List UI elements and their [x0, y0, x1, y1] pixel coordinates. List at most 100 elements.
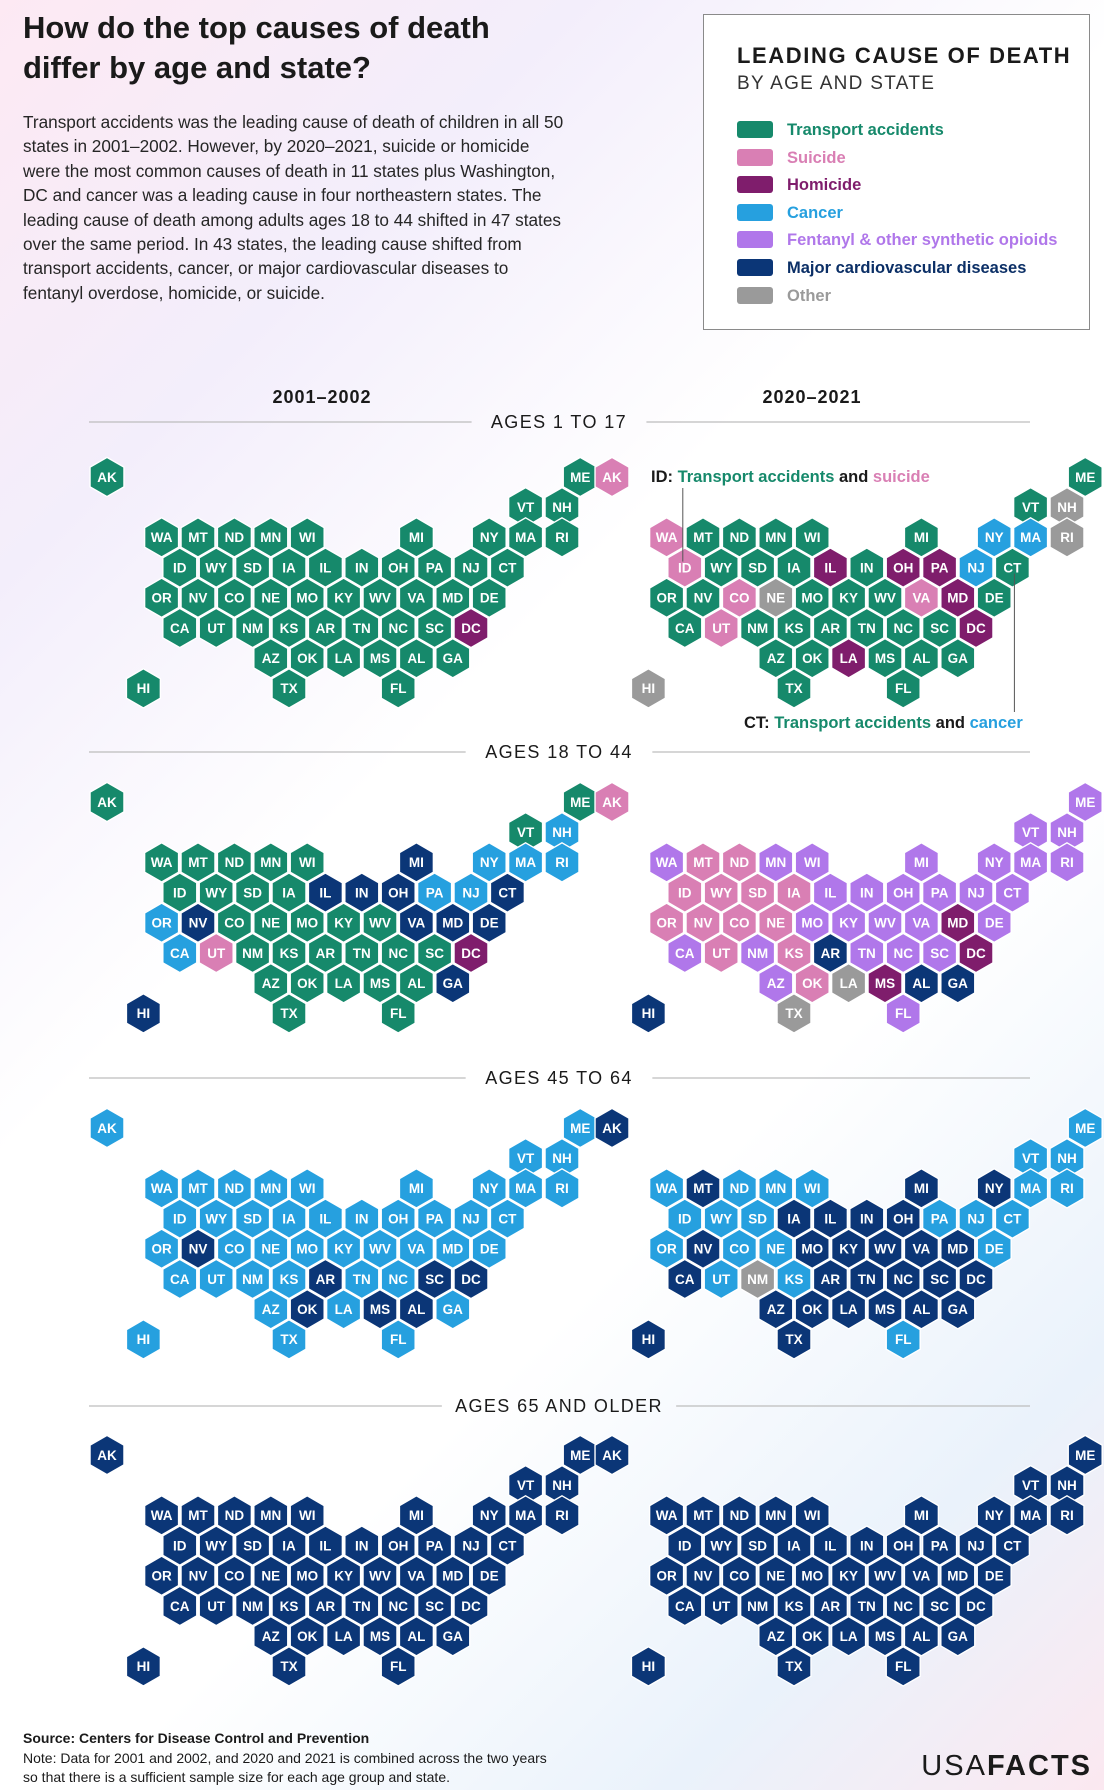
source-line: Source: Centers for Disease Control and …	[23, 1730, 370, 1746]
hex-cell	[667, 1198, 703, 1240]
hex-cell	[234, 932, 271, 974]
state-label: MI	[409, 530, 424, 545]
state-label: GA	[443, 976, 464, 991]
state-label: IA	[282, 560, 296, 575]
state-hex-hi: HI	[125, 992, 162, 1034]
state-hex-ri: RI	[544, 841, 580, 883]
hex-cell	[812, 1525, 849, 1567]
hex-cell	[976, 1555, 1012, 1597]
state-hex-de: DE	[976, 1228, 1012, 1270]
state-label: CT	[498, 1538, 517, 1553]
state-label: IN	[860, 1538, 874, 1553]
state-label: AK	[602, 1121, 622, 1136]
hex-cell	[739, 607, 776, 649]
state-label: WV	[369, 591, 391, 606]
state-label: NM	[242, 1599, 263, 1614]
state-label: MS	[370, 1629, 390, 1644]
hex-cell	[648, 516, 685, 558]
hex-cell	[903, 1288, 940, 1330]
state-label: KY	[334, 1242, 353, 1257]
state-hex-az: AZ	[253, 637, 289, 679]
state-label: AL	[407, 651, 425, 666]
state-hex-wy: WY	[703, 1198, 739, 1240]
state-hex-ak: AK	[594, 456, 630, 498]
hex-cell	[667, 607, 703, 649]
state-label: TX	[785, 681, 802, 696]
hex-cell	[1049, 841, 1085, 883]
hex-cell	[89, 781, 125, 823]
state-hex-me: ME	[1067, 781, 1103, 823]
state-label: VA	[408, 591, 426, 606]
logo-part-facts: FACTS	[986, 1750, 1092, 1782]
state-label: NV	[189, 1242, 208, 1257]
state-hex-pa: PA	[416, 1198, 453, 1240]
hex-cell	[362, 1615, 398, 1657]
state-hex-nh: NH	[544, 1464, 580, 1506]
hex-cell	[867, 577, 903, 619]
hex-cell	[648, 577, 685, 619]
state-label: NM	[747, 1272, 768, 1287]
state-hex-la: LA	[830, 1288, 867, 1330]
state-label: CA	[170, 621, 190, 636]
state-hex-sd: SD	[739, 872, 776, 914]
state-hex-nj: NJ	[958, 1525, 994, 1567]
state-label: TX	[785, 1332, 802, 1347]
state-hex-mt: MT	[180, 516, 216, 558]
state-hex-wy: WY	[198, 1525, 234, 1567]
hex-cell	[416, 1525, 453, 1567]
state-label: MT	[188, 1181, 208, 1196]
state-label: MI	[914, 855, 929, 870]
state-label: DE	[985, 591, 1004, 606]
hex-cell	[812, 872, 849, 914]
hex-cell	[885, 992, 921, 1034]
hex-cell	[253, 1555, 289, 1597]
hex-cell	[143, 1167, 180, 1209]
state-hex-ne: NE	[253, 577, 289, 619]
state-hex-nh: NH	[1049, 1137, 1085, 1179]
hex-cell	[180, 1494, 216, 1536]
state-hex-hi: HI	[125, 1645, 162, 1687]
state-hex-de: DE	[976, 1555, 1012, 1597]
state-hex-nj: NJ	[453, 1198, 489, 1240]
state-hex-me: ME	[1067, 1434, 1103, 1476]
state-hex-tn: TN	[344, 1585, 380, 1627]
state-hex-mn: MN	[758, 1167, 794, 1209]
state-label: WI	[804, 855, 821, 870]
state-label: VA	[913, 1242, 931, 1257]
state-label: DC	[461, 1272, 481, 1287]
hex-cell	[994, 1525, 1031, 1567]
state-hex-al: AL	[903, 962, 940, 1004]
state-label: NY	[985, 855, 1004, 870]
state-hex-il: IL	[307, 1198, 344, 1240]
state-label: OH	[893, 560, 913, 575]
state-label: OR	[656, 916, 677, 931]
state-hex-hi: HI	[125, 667, 162, 709]
state-hex-co: CO	[721, 1228, 758, 1270]
state-hex-ia: IA	[776, 872, 812, 914]
hex-cell	[739, 932, 776, 974]
state-hex-mi: MI	[398, 1494, 435, 1536]
annotation-part: CT:	[744, 714, 774, 732]
state-hex-ne: NE	[253, 1555, 289, 1597]
state-hex-mi: MI	[398, 841, 435, 883]
hex-map-panel: AK ME VT NH WA MT ND MN WI MI NY MA RI ID WY SD IA IL IN OH…	[89, 781, 598, 1034]
state-label: DC	[966, 1599, 986, 1614]
state-hex-nh: NH	[1049, 1464, 1085, 1506]
hex-cell	[344, 1525, 380, 1567]
state-label: FL	[895, 681, 912, 696]
state-label: MD	[947, 916, 968, 931]
state-hex-wi: WI	[794, 841, 830, 883]
state-label: SD	[748, 1538, 767, 1553]
state-hex-ma: MA	[507, 841, 544, 883]
state-hex-il: IL	[307, 872, 344, 914]
hex-cell	[667, 872, 703, 914]
state-label: RI	[555, 1181, 569, 1196]
state-label: IL	[319, 1211, 331, 1226]
hex-cell	[325, 1615, 362, 1657]
state-hex-fl: FL	[885, 1645, 921, 1687]
hex-cell	[271, 1198, 307, 1240]
annotation-part: Transport accidents	[774, 714, 931, 732]
state-hex-mi: MI	[398, 516, 435, 558]
state-label: VT	[517, 500, 535, 515]
state-label: VA	[408, 1569, 426, 1584]
